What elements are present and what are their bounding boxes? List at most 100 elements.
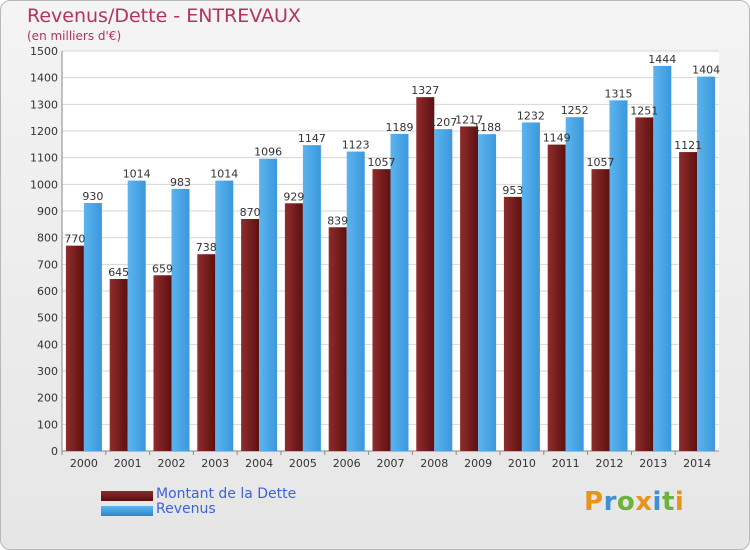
- legend-swatch-debt: [101, 491, 153, 501]
- data-label-debt-2014: 1121: [674, 139, 702, 152]
- data-label-debt-2000: 770: [64, 233, 85, 246]
- data-label-revenus-2012: 1315: [605, 87, 633, 100]
- data-label-revenus-2003: 1014: [210, 168, 238, 181]
- x-tick-label: 2006: [333, 457, 361, 470]
- bar-debt-2008: [416, 97, 435, 451]
- x-tick-label: 2008: [420, 457, 448, 470]
- y-tick-label: 0: [51, 445, 58, 458]
- x-tick-label: 2004: [245, 457, 273, 470]
- data-label-debt-2007: 1057: [368, 156, 396, 169]
- bar-debt-2011: [547, 144, 566, 451]
- bar-revenus-2004: [259, 158, 278, 451]
- x-tick-label: 2007: [377, 457, 405, 470]
- data-label-debt-2008: 1327: [411, 84, 439, 97]
- bar-debt-2003: [197, 254, 216, 451]
- legend-label-revenus: Revenus: [156, 501, 216, 517]
- bar-revenus-2009: [478, 134, 497, 451]
- chart-title: Revenus/Dette - ENTREVAUX: [27, 5, 301, 27]
- data-label-debt-2011: 1149: [543, 132, 571, 145]
- y-tick-label: 600: [37, 285, 58, 298]
- data-label-revenus-2008: 1207: [429, 116, 457, 129]
- data-label-debt-2010: 953: [502, 184, 523, 197]
- y-tick-label: 1300: [30, 98, 58, 111]
- data-label-revenus-2006: 1123: [342, 139, 370, 152]
- bar-debt-2006: [328, 227, 347, 451]
- bar-revenus-2002: [171, 188, 190, 451]
- logo-letter: o: [616, 487, 636, 517]
- data-label-revenus-2011: 1252: [561, 104, 589, 117]
- data-label-debt-2003: 738: [196, 241, 217, 254]
- data-label-debt-2006: 839: [327, 214, 348, 227]
- x-tick-label: 2002: [158, 457, 186, 470]
- bar-revenus-2000: [83, 203, 102, 451]
- bar-revenus-2005: [302, 145, 321, 451]
- logo-letter: P: [584, 487, 604, 517]
- y-tick-label: 1000: [30, 178, 58, 191]
- data-label-revenus-2000: 930: [82, 190, 103, 203]
- x-tick-label: 2000: [70, 457, 98, 470]
- y-tick-label: 900: [37, 205, 58, 218]
- x-tick-label: 2001: [114, 457, 142, 470]
- y-tick-label: 100: [37, 418, 58, 431]
- bar-revenus-2007: [390, 133, 409, 451]
- bar-revenus-2006: [346, 151, 365, 452]
- data-label-debt-2005: 929: [283, 190, 304, 203]
- legend-label-debt: Montant de la Dette: [156, 486, 297, 502]
- logo-letter: r: [603, 487, 617, 517]
- data-label-revenus-2009: 1188: [473, 121, 501, 134]
- data-label-debt-2001: 645: [108, 266, 129, 279]
- logo-letter: t: [661, 487, 675, 517]
- legend-swatch-revenus: [101, 506, 153, 516]
- bar-revenus-2014: [697, 76, 716, 451]
- data-label-debt-2004: 870: [240, 206, 261, 219]
- data-label-revenus-2007: 1189: [386, 121, 414, 134]
- y-tick-label: 500: [37, 312, 58, 325]
- logo-letter: i: [652, 487, 662, 517]
- bar-debt-2000: [65, 245, 84, 451]
- y-tick-label: 300: [37, 365, 58, 378]
- logo-letter: x: [635, 487, 653, 517]
- y-tick-label: 400: [37, 338, 58, 351]
- y-tick-label: 1200: [30, 125, 58, 138]
- data-label-debt-2012: 1057: [587, 156, 615, 169]
- bar-debt-2013: [635, 117, 654, 452]
- bar-debt-2002: [153, 275, 172, 451]
- bar-debt-2014: [679, 152, 698, 452]
- data-label-revenus-2005: 1147: [298, 132, 326, 145]
- y-tick-label: 1500: [30, 45, 58, 58]
- y-tick-label: 1400: [30, 72, 58, 85]
- data-label-revenus-2013: 1444: [648, 53, 676, 66]
- bar-revenus-2001: [127, 180, 146, 451]
- data-label-revenus-2014: 1404: [692, 64, 720, 77]
- bar-revenus-2013: [653, 65, 672, 451]
- x-tick-label: 2011: [552, 457, 580, 470]
- logo-letter: i: [674, 487, 685, 517]
- bar-debt-2010: [503, 196, 522, 451]
- bar-revenus-2008: [434, 129, 453, 451]
- chart-subtitle: (en milliers d'€): [27, 29, 122, 43]
- x-tick-label: 2009: [464, 457, 492, 470]
- x-tick-label: 2014: [683, 457, 711, 470]
- y-tick-label: 1100: [30, 152, 58, 165]
- x-tick-label: 2010: [508, 457, 536, 470]
- data-label-revenus-2004: 1096: [254, 146, 282, 159]
- data-label-debt-2002: 659: [152, 262, 173, 275]
- bar-debt-2005: [284, 203, 303, 451]
- x-tick-label: 2012: [596, 457, 624, 470]
- data-label-debt-2013: 1251: [630, 104, 658, 117]
- bar-revenus-2012: [609, 100, 628, 451]
- data-label-revenus-2010: 1232: [517, 109, 545, 122]
- data-label-debt-2009: 1217: [455, 113, 483, 126]
- bar-revenus-2003: [215, 180, 234, 451]
- bar-debt-2004: [241, 219, 260, 451]
- x-tick-label: 2005: [289, 457, 317, 470]
- data-label-revenus-2002: 983: [170, 176, 191, 189]
- data-label-revenus-2001: 1014: [123, 168, 151, 181]
- bar-debt-2012: [591, 169, 610, 451]
- bar-debt-2001: [109, 279, 128, 451]
- bar-debt-2007: [372, 169, 391, 451]
- bar-debt-2009: [460, 126, 479, 451]
- y-tick-label: 800: [37, 232, 58, 245]
